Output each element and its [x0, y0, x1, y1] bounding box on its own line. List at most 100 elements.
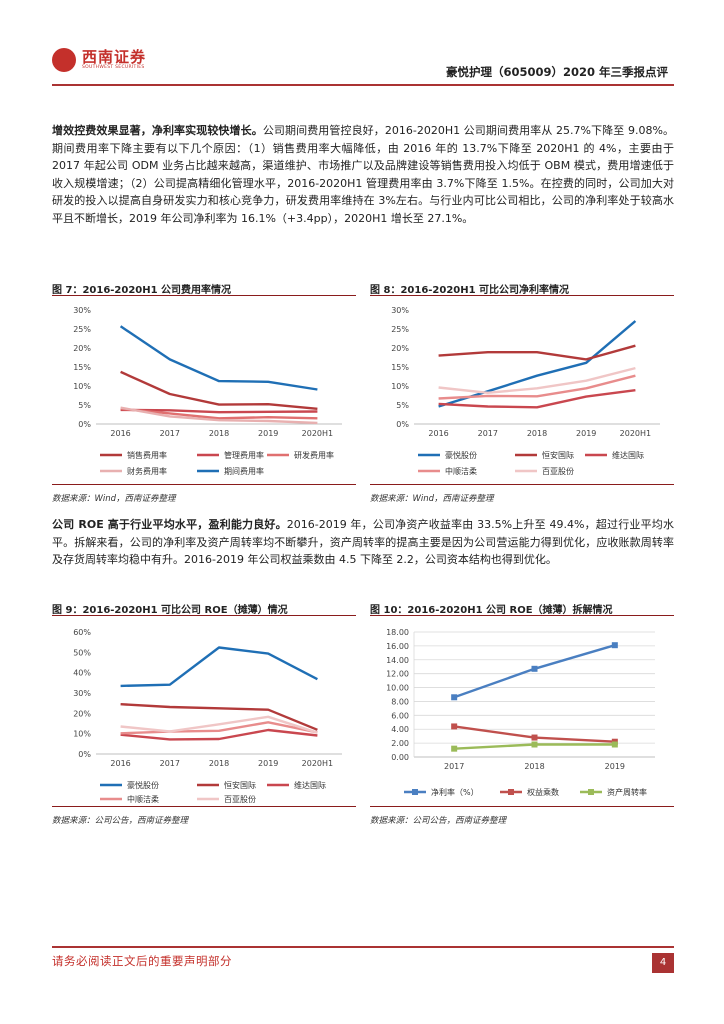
paragraph-body: 公司期间费用管控良好，2016-2020H1 公司期间费用率从 25.7%下降至… [52, 124, 674, 225]
y-tick-label: 40% [73, 669, 91, 678]
legend-label: 期间费用率 [224, 466, 264, 476]
y-tick-label: 10% [73, 730, 91, 739]
paragraph-expense-control: 增效控费效果显著，净利率实现较快增长。公司期间费用管控良好，2016-2020H… [52, 122, 674, 227]
figure-10-title: 图 10：2016-2020H1 公司 ROE（摊薄）拆解情况 [370, 605, 613, 616]
data-point [611, 741, 618, 748]
legend-label: 中顺洁柔 [127, 794, 159, 804]
figure-8-source: 数据来源：Wind，西南证券整理 [370, 494, 494, 504]
x-tick-label: 2019 [605, 762, 625, 771]
legend-label: 维达国际 [294, 780, 326, 790]
paragraph-roe: 公司 ROE 高于行业平均水平，盈利能力良好。2016-2019 年，公司净资产… [52, 516, 674, 569]
legend-label: 维达国际 [612, 450, 644, 460]
y-tick-label: 20% [73, 344, 91, 353]
series-line [438, 389, 636, 409]
data-point [451, 745, 458, 752]
x-tick-label: 2016 [428, 429, 448, 438]
y-tick-label: 15% [391, 363, 409, 372]
y-tick-label: 60% [73, 628, 91, 637]
figure-10-bottom-rule [370, 806, 674, 807]
y-tick-label: 25% [73, 325, 91, 334]
legend-marker [588, 789, 594, 795]
figure-9-rule [52, 615, 356, 616]
y-tick-label: 10% [391, 382, 409, 391]
company-logo-icon [52, 48, 76, 72]
figure-10-rule [370, 615, 674, 616]
figure-10-source: 数据来源：公司公告，西南证券整理 [370, 816, 507, 826]
y-tick-label: 30% [391, 306, 409, 315]
figure-7-source: 数据来源：Wind，西南证券整理 [52, 494, 176, 504]
logo-en-text: SOUTHWEST SECURITIES [82, 65, 145, 70]
legend-marker [412, 789, 418, 795]
y-tick-label: 0% [78, 420, 91, 429]
legend-marker [508, 789, 514, 795]
legend-label: 管理费用率 [224, 450, 264, 460]
report-title: 豪悦护理（605009）2020 年三季报点评 [445, 65, 668, 79]
series-line [120, 728, 318, 741]
y-tick-label: 8.00 [391, 697, 409, 706]
logo-cn-text: 西南证券 [82, 48, 147, 66]
series-line [120, 703, 318, 731]
series-line [120, 370, 318, 410]
data-point [611, 642, 618, 649]
x-tick-label: 2018 [209, 759, 229, 768]
figure-7-bottom-rule [52, 484, 356, 485]
y-tick-label: 0% [78, 750, 91, 759]
legend-label: 恒安国际 [542, 450, 574, 460]
x-tick-label: 2018 [527, 429, 547, 438]
paragraph-lead: 公司 ROE 高于行业平均水平，盈利能力良好。 [52, 518, 287, 531]
y-tick-label: 25% [391, 325, 409, 334]
y-tick-label: 10% [73, 382, 91, 391]
series-line [120, 406, 318, 425]
data-point [531, 665, 538, 672]
y-tick-label: 30% [73, 306, 91, 315]
x-tick-label: 2016 [110, 759, 130, 768]
legend-label: 百亚股份 [224, 794, 256, 804]
y-tick-label: 0% [396, 420, 409, 429]
x-tick-label: 2020H1 [620, 429, 651, 438]
legend-label: 中顺洁柔 [445, 466, 477, 476]
y-tick-label: 0.00 [391, 753, 409, 762]
legend-label: 销售费用率 [127, 450, 167, 460]
data-point [451, 723, 458, 730]
figure-10-chart: 0.00 2.00 4.00 6.00 8.00 10.00 12.00 14.00 16.00… [386, 628, 655, 797]
series-line [438, 374, 636, 400]
y-tick-label: 6.00 [391, 711, 409, 720]
x-tick-label: 2019 [576, 429, 596, 438]
x-tick-label: 2020H1 [302, 429, 333, 438]
figure-9-title: 图 9：2016-2020H1 可比公司 ROE（摊薄）情况 [52, 605, 288, 616]
data-point [531, 734, 538, 741]
y-tick-label: 15% [73, 363, 91, 372]
figure-8-rule [370, 295, 674, 296]
y-tick-label: 20% [391, 344, 409, 353]
paragraph-body: 2016-2019 年，公司净资产收益率由 33.5%上升至 49.4%，超过行… [52, 518, 674, 566]
series-line [438, 366, 636, 395]
data-point [531, 741, 538, 748]
figure-9-chart: 0% 10% 20% 30% 40% 50% 60% 2016 2017 2018 2019 2020… [73, 628, 342, 804]
legend-label: 豪悦股份 [445, 450, 477, 460]
page-number: 4 [652, 953, 674, 973]
y-tick-label: 12.00 [386, 670, 409, 679]
figure-7-title: 图 7：2016-2020H1 公司费用率情况 [52, 285, 232, 296]
y-tick-label: 30% [73, 689, 91, 698]
x-tick-label: 2019 [258, 429, 278, 438]
y-tick-label: 18.00 [386, 628, 409, 637]
x-tick-label: 2020H1 [302, 759, 333, 768]
series-line [438, 344, 636, 361]
series-line [120, 721, 318, 735]
legend-label: 百亚股份 [542, 466, 574, 476]
x-tick-label: 2019 [258, 759, 278, 768]
y-tick-label: 5% [78, 401, 91, 410]
legend-label: 财务费用率 [127, 466, 167, 476]
x-tick-label: 2017 [160, 759, 180, 768]
series-line [120, 407, 318, 420]
series-line [120, 715, 318, 734]
footer-divider [52, 946, 674, 948]
y-tick-label: 5% [396, 401, 409, 410]
footer-disclaimer: 请务必阅读正文后的重要声明部分 [52, 954, 232, 968]
legend-label: 权益乘数 [527, 787, 559, 797]
figure-8-title: 图 8：2016-2020H1 可比公司净利率情况 [370, 285, 570, 296]
legend-label: 资产周转率 [607, 787, 647, 797]
paragraph-lead: 增效控费效果显著，净利率实现较快增长。 [52, 124, 263, 137]
x-tick-label: 2018 [209, 429, 229, 438]
figure-8-bottom-rule [370, 484, 674, 485]
